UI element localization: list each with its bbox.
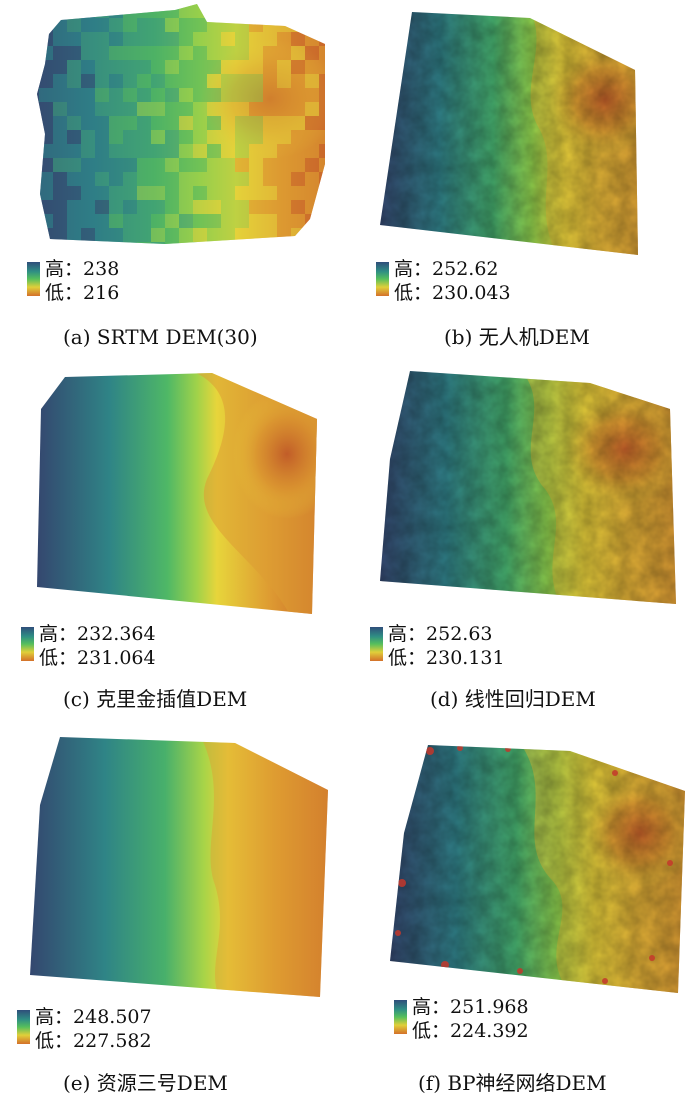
caption-c: (c) 克里金插值DEM xyxy=(63,687,248,711)
panel-c: 高：232.364 低：231.064 (c) 克里金插值DEM xyxy=(15,365,345,720)
legend-c: 高：232.364 低：231.064 xyxy=(21,623,211,671)
legend-low: 低：227.582 xyxy=(35,1030,152,1052)
caption-e: (e) 资源三号DEM xyxy=(63,1071,228,1095)
caption-d: (d) 线性回归DEM xyxy=(430,687,596,711)
legend-a: 高：238 低：216 xyxy=(27,258,217,306)
legend-high: 高：248.507 xyxy=(35,1006,152,1028)
dem-map-srtm xyxy=(37,4,325,244)
legend-high: 高：252.63 xyxy=(388,623,493,645)
dem-map-linear-regression xyxy=(380,371,676,604)
panel-d: 高：252.63 低：230.131 (d) 线性回归DEM xyxy=(370,365,700,720)
legend-e: 高：248.507 低：227.582 xyxy=(17,1006,207,1054)
caption-b: (b) 无人机DEM xyxy=(444,325,590,349)
legend-high: 高：232.364 xyxy=(39,623,156,645)
legend-color-ramp xyxy=(21,627,34,661)
panel-b: 高：252.62 低：230.043 (b) 无人机DEM xyxy=(370,0,700,355)
legend-color-ramp xyxy=(376,262,389,296)
legend-color-ramp xyxy=(27,262,40,296)
legend-d: 高：252.63 低：230.131 xyxy=(370,623,560,671)
legend-low: 低：231.064 xyxy=(39,647,156,669)
legend-high: 高：238 xyxy=(45,258,120,280)
legend-low: 低：230.131 xyxy=(388,647,505,669)
legend-low: 低：224.392 xyxy=(412,1020,529,1042)
legend-f: 高：251.968 低：224.392 xyxy=(394,996,584,1044)
caption-f: (f) BP神经网络DEM xyxy=(418,1071,607,1095)
legend-high: 高：251.968 xyxy=(412,996,529,1018)
panel-f: 高：251.968 低：224.392 (f) BP神经网络DEM xyxy=(370,733,700,1095)
legend-b: 高：252.62 低：230.043 xyxy=(376,258,566,306)
legend-color-ramp xyxy=(17,1010,30,1044)
panel-a: 高：238 低：216 (a) SRTM DEM(30) xyxy=(15,0,345,355)
panel-e: 高：248.507 低：227.582 (e) 资源三号DEM xyxy=(15,733,345,1095)
legend-high: 高：252.62 xyxy=(394,258,499,280)
dem-map-uav xyxy=(380,12,638,255)
legend-color-ramp xyxy=(370,627,383,661)
dem-map-kriging xyxy=(37,373,317,614)
dem-map-zy3 xyxy=(30,737,328,997)
legend-low: 低：216 xyxy=(45,282,120,304)
caption-a: (a) SRTM DEM(30) xyxy=(63,325,258,349)
dem-map-bp-neural-network xyxy=(390,745,685,993)
legend-color-ramp xyxy=(394,1000,407,1034)
legend-low: 低：230.043 xyxy=(394,282,511,304)
